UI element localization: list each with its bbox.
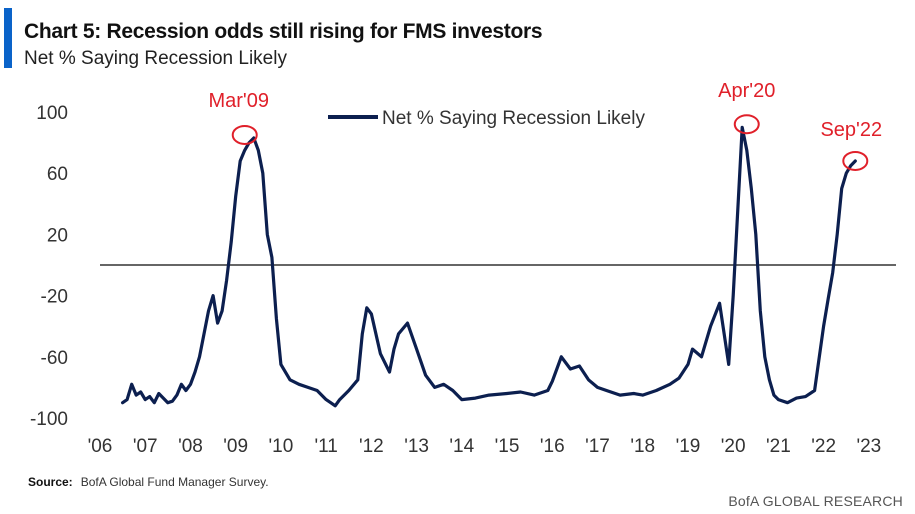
- x-tick-label: '16: [540, 436, 565, 457]
- series-line: [120, 125, 857, 408]
- x-tick-label: '13: [404, 436, 429, 457]
- x-tick-label: '12: [359, 436, 384, 457]
- x-tick-label: '19: [676, 436, 701, 457]
- x-tick-label: '20: [721, 436, 746, 457]
- x-tick-label: '23: [856, 436, 881, 457]
- annotation-label: Mar'09: [208, 90, 269, 112]
- y-tick-label: 100: [36, 103, 68, 124]
- x-tick-label: '08: [178, 436, 203, 457]
- y-tick-label: -100: [30, 409, 68, 430]
- source-text: BofA Global Fund Manager Survey.: [80, 475, 269, 489]
- chart-subtitle: Net % Saying Recession Likely: [24, 48, 287, 69]
- x-tick-label: '17: [585, 436, 610, 457]
- x-tick-label: '10: [269, 436, 294, 457]
- source-note: Source: BofA Global Fund Manager Survey.: [28, 475, 269, 489]
- annotation-label: Apr'20: [718, 80, 775, 102]
- x-tick-label: '11: [314, 436, 337, 457]
- annotation-circle: [231, 124, 258, 145]
- x-tick-label: '22: [811, 436, 836, 457]
- x-tick-label: '15: [495, 436, 520, 457]
- x-tick-label: '14: [449, 436, 474, 457]
- y-tick-label: 20: [47, 225, 68, 246]
- x-tick-label: '18: [630, 436, 655, 457]
- y-tick-label: -20: [41, 287, 68, 308]
- title-accent-bar: [4, 8, 12, 68]
- x-tick-label: '21: [766, 436, 791, 457]
- x-tick-label: '07: [133, 436, 158, 457]
- source-label: Source:: [28, 475, 73, 489]
- annotation-label: Sep'22: [820, 119, 882, 141]
- legend-label: Net % Saying Recession Likely: [382, 108, 645, 129]
- x-tick-label: '09: [223, 436, 248, 457]
- y-tick-label: -60: [41, 348, 68, 369]
- brand-footer: BofA GLOBAL RESEARCH: [728, 493, 903, 509]
- annotation-circle: [842, 150, 869, 171]
- y-tick-label: 60: [47, 164, 68, 185]
- annotation-circle: [733, 114, 760, 135]
- chart-title: Chart 5: Recession odds still rising for…: [24, 20, 543, 43]
- x-tick-label: '06: [88, 436, 113, 457]
